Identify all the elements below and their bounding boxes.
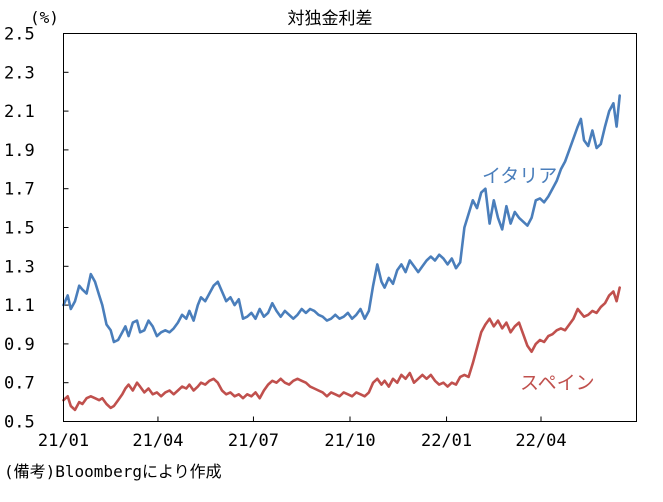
y-tick-label: 2.1: [4, 102, 35, 122]
x-tick-label: 21/10: [324, 431, 375, 451]
series-lines: [62, 94, 622, 412]
y-tick-label: 1.5: [4, 219, 35, 239]
chart-title: 対独金利差: [288, 9, 373, 29]
y-axis: 0.5 0.7 0.9 1.1 1.3 1.5 1.7 1.9 2.1 2.3 2.5: [4, 25, 69, 433]
y-tick-label: 0.7: [4, 374, 35, 394]
x-tick-label: 21/07: [228, 431, 279, 451]
y-tick-label: 1.3: [4, 257, 35, 277]
series-line-italy: [62, 94, 622, 344]
y-tick-label: 0.9: [4, 335, 35, 355]
y-tick-label: 1.1: [4, 296, 35, 316]
y-axis-unit: (%): [30, 8, 59, 27]
plot-frame: [63, 33, 637, 422]
y-tick-label: 2.3: [4, 63, 35, 83]
x-tick-label: 22/04: [515, 431, 566, 451]
x-tick-label: 22/01: [421, 431, 472, 451]
series-label-italy: イタリア: [482, 165, 557, 187]
x-tick-label: 21/01: [38, 431, 89, 451]
y-tick-label: 2.5: [4, 25, 35, 45]
y-tick-label: 0.5: [4, 413, 35, 433]
series-line-spain: [62, 286, 622, 412]
y-tick-label: 1.9: [4, 141, 35, 161]
x-axis: 21/01 21/04 21/07 21/10 22/01 22/04: [38, 416, 567, 451]
y-tick-label: 1.7: [4, 180, 35, 200]
series-label-spain: スペイン: [520, 372, 595, 394]
source-note: (備考)Bloombergにより作成: [4, 462, 222, 481]
x-tick-label: 21/04: [132, 431, 183, 451]
